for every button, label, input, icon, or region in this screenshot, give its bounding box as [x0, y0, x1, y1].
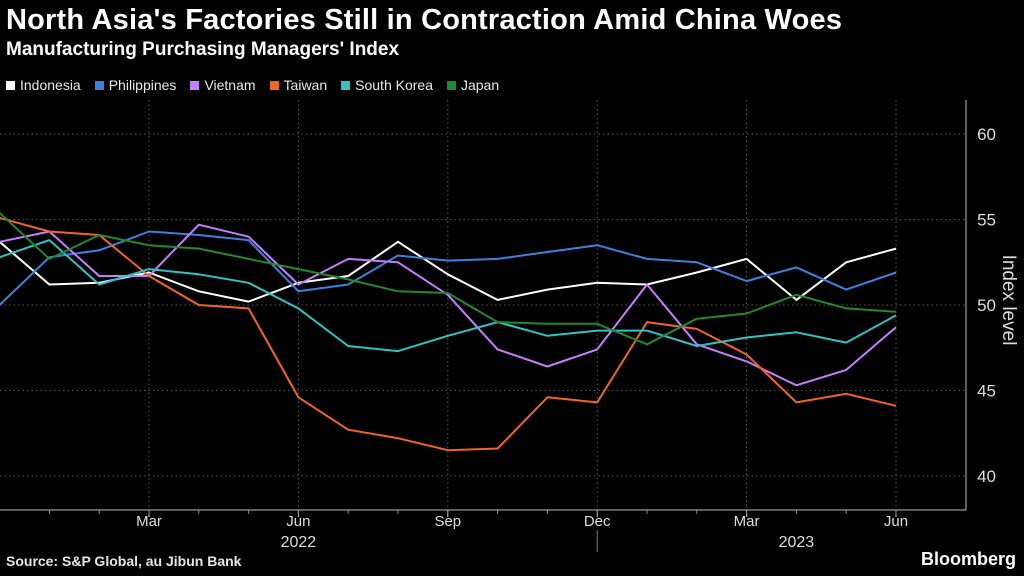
legend-item-taiwan: Taiwan — [269, 77, 328, 93]
legend-label-south-korea: South Korea — [355, 77, 433, 93]
chart-subtitle: Manufacturing Purchasing Managers' Index — [6, 39, 400, 60]
y-axis-title: Index level — [998, 255, 1019, 346]
legend-swatch-japan — [446, 80, 456, 90]
x-tick-label-0: Mar — [136, 513, 162, 530]
series-line-taiwan — [0, 216, 897, 452]
x-tick-label-4: Mar — [734, 513, 760, 530]
chart-title: North Asia's Factories Still in Contract… — [6, 4, 843, 36]
x-tick-label-5: Jun — [884, 513, 908, 530]
legend-label-japan: Japan — [460, 77, 500, 93]
legend-swatch-vietnam — [190, 80, 200, 90]
legend-swatch-philippines — [94, 80, 104, 90]
legend-label-taiwan: Taiwan — [283, 77, 328, 93]
legend-swatch-taiwan — [269, 80, 279, 90]
legend-label-indonesia: Indonesia — [20, 77, 81, 93]
chart-legend: Indonesia Philippines Vietnam Taiwan Sou… — [6, 77, 499, 93]
legend-swatch-indonesia — [6, 80, 15, 90]
series-line-south-korea — [0, 239, 897, 353]
legend-item-indonesia: Indonesia — [6, 77, 81, 93]
y-tick-label-50: 50 — [977, 296, 996, 315]
series-line-japan — [0, 212, 897, 346]
legend-item-vietnam: Vietnam — [190, 77, 256, 93]
series-line-philippines — [0, 230, 897, 306]
series-line-indonesia — [0, 240, 897, 303]
legend-label-vietnam: Vietnam — [204, 77, 256, 93]
year-label-1: 2023 — [779, 534, 815, 551]
x-tick-label-2: Sep — [434, 513, 461, 530]
y-tick-label-40: 40 — [977, 467, 996, 486]
legend-label-philippines: Philippines — [108, 77, 177, 93]
source-note: Source: S&P Global, au Jibun Bank — [6, 553, 242, 569]
x-tick-label-1: Jun — [286, 513, 310, 530]
y-tick-label-55: 55 — [977, 211, 996, 230]
x-tick-label-3: Dec — [584, 513, 611, 530]
legend-item-south-korea: South Korea — [341, 77, 433, 93]
legend-item-japan: Japan — [446, 77, 500, 93]
year-label-0: 2022 — [281, 534, 317, 551]
legend-swatch-south-korea — [341, 80, 351, 90]
legend-item-philippines: Philippines — [94, 77, 177, 93]
bloomberg-logo: Bloomberg — [920, 549, 1016, 569]
y-tick-label-45: 45 — [977, 381, 996, 400]
y-tick-label-60: 60 — [977, 125, 996, 144]
